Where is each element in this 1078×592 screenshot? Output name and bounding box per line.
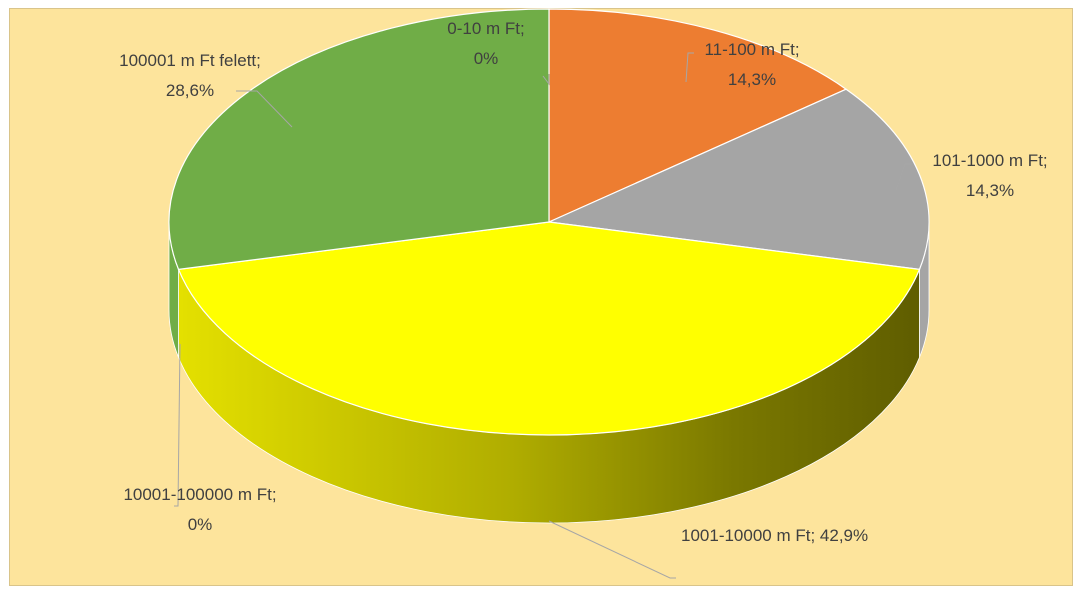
leader-line-1001-10000-m-ft xyxy=(548,520,676,579)
pie-slice-101-1000-m-ft xyxy=(546,88,930,271)
leader-line-100001-m-ft-felett xyxy=(236,90,293,128)
data-label-11-100-m-ft: 11-100 m Ft; xyxy=(704,40,799,59)
pie-slice-100001-m-ft-felett xyxy=(168,8,550,271)
leader-line-0-10-m-ft xyxy=(542,74,550,86)
data-label-value-11-100-m-ft: 14,3% xyxy=(728,70,776,89)
data-label-101-1000-m-ft: 101-1000 m Ft; xyxy=(932,151,1047,170)
pie-slice-1001-10000-m-ft xyxy=(177,221,921,436)
leader-line-101-1000-m-ft xyxy=(895,163,912,191)
data-label-0-10-m-ft: 0-10 m Ft; xyxy=(447,19,524,38)
data-label-100001-m-ft-felett: 100001 m Ft felett; xyxy=(119,51,261,70)
data-label-10001-100000-m-ft: 10001-100000 m Ft; xyxy=(123,485,276,504)
data-label-value-10001-100000-m-ft: 0% xyxy=(188,515,213,534)
leader-line-11-100-m-ft xyxy=(685,52,694,83)
pie-slice-11-100-m-ft xyxy=(548,8,848,223)
leader-line-10001-100000-m-ft xyxy=(174,343,181,507)
data-label-value-0-10-m-ft: 0% xyxy=(474,49,499,68)
data-label-1001-10000-m-ft: 1001-10000 m Ft; 42,9% xyxy=(681,526,868,545)
data-label-value-100001-m-ft-felett: 28,6% xyxy=(166,81,214,100)
data-label-value-101-1000-m-ft: 14,3% xyxy=(966,181,1014,200)
